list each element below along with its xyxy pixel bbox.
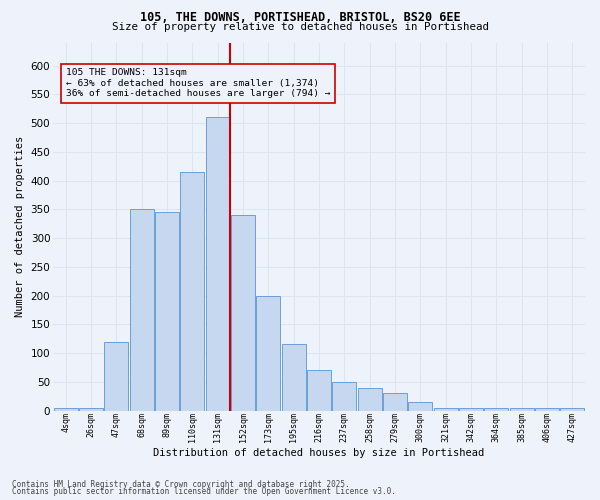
Bar (307, 370, 331, 410)
Bar (358, 388, 382, 410)
Bar (104, 342, 128, 410)
Bar (459, 408, 483, 410)
Bar (54, 408, 78, 410)
Bar (560, 408, 584, 410)
Text: 105, THE DOWNS, PORTISHEAD, BRISTOL, BS20 6EE: 105, THE DOWNS, PORTISHEAD, BRISTOL, BS2… (140, 11, 460, 24)
Bar (281, 344, 306, 410)
Bar (231, 215, 255, 410)
Bar (256, 296, 280, 410)
Bar (509, 408, 534, 410)
Bar (130, 210, 154, 410)
Bar (535, 408, 559, 410)
Y-axis label: Number of detached properties: Number of detached properties (15, 136, 25, 317)
Bar (434, 408, 458, 410)
Bar (79, 408, 103, 410)
Text: 105 THE DOWNS: 131sqm
← 63% of detached houses are smaller (1,374)
36% of semi-d: 105 THE DOWNS: 131sqm ← 63% of detached … (66, 68, 331, 98)
Bar (409, 402, 433, 410)
Bar (332, 382, 356, 410)
Text: Size of property relative to detached houses in Portishead: Size of property relative to detached ho… (112, 22, 488, 32)
Bar (181, 172, 205, 410)
Bar (484, 408, 508, 410)
Text: Contains HM Land Registry data © Crown copyright and database right 2025.: Contains HM Land Registry data © Crown c… (12, 480, 350, 489)
Bar (155, 212, 179, 410)
Bar (206, 118, 230, 410)
X-axis label: Distribution of detached houses by size in Portishead: Distribution of detached houses by size … (154, 448, 485, 458)
Text: Contains public sector information licensed under the Open Government Licence v3: Contains public sector information licen… (12, 487, 396, 496)
Bar (383, 394, 407, 410)
